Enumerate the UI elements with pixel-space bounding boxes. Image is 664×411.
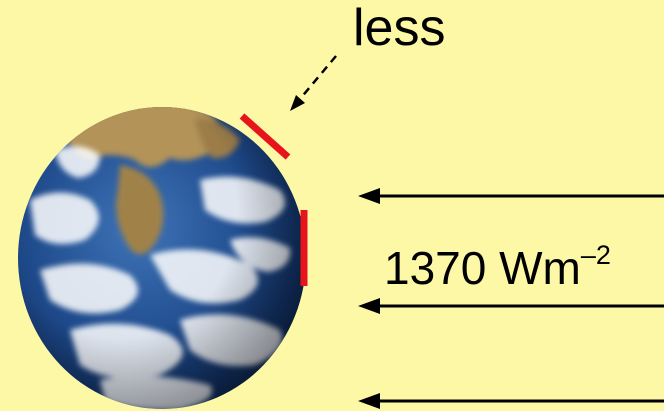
incoming-arrow-middle (358, 298, 664, 314)
solar-flux-label: 1370 Wm–2 (384, 240, 611, 294)
earth-globe (18, 107, 306, 409)
solar-flux-value: 1370 Wm (384, 242, 581, 294)
less-label: less (353, 0, 446, 57)
slanted-surface-marker (239, 113, 291, 160)
dashed-pointer-arrow (290, 55, 337, 111)
incoming-arrow-bottom (358, 393, 664, 409)
incoming-arrow-top (358, 188, 664, 204)
solar-flux-exponent: –2 (580, 240, 611, 270)
